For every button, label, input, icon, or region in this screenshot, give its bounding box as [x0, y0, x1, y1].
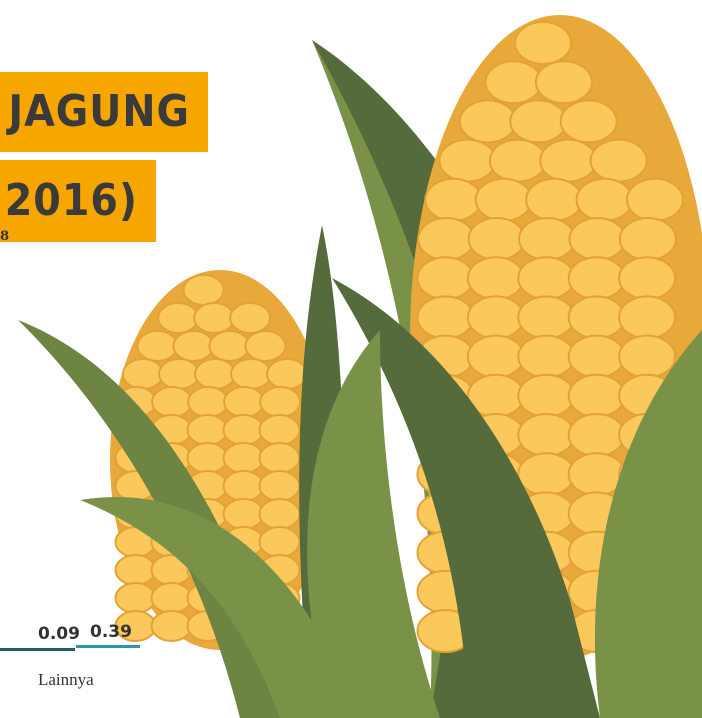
kernel [460, 100, 516, 142]
kernel [159, 359, 199, 389]
title-line: 2016) [5, 179, 138, 223]
kernel [569, 336, 625, 378]
kernel [260, 443, 300, 473]
kernel [518, 375, 574, 417]
text-fragment: 8 [0, 229, 9, 244]
kernel [224, 499, 264, 529]
kernel [540, 140, 596, 182]
kernel [569, 218, 625, 260]
kernel [490, 140, 546, 182]
kernel [224, 387, 264, 417]
kernel [439, 140, 495, 182]
kernel [569, 414, 625, 456]
kernel [224, 415, 264, 445]
kernel [137, 331, 177, 361]
kernel [245, 331, 285, 361]
kernel [418, 257, 474, 299]
kernel [536, 61, 592, 103]
kernel [184, 275, 224, 305]
stat-underline [0, 648, 75, 651]
kernel [188, 387, 228, 417]
kernel [468, 336, 524, 378]
kernel [569, 296, 625, 338]
kernel [425, 179, 481, 221]
kernel [476, 179, 532, 221]
kernel [152, 611, 192, 641]
title-box: 2016) [0, 160, 156, 242]
stat-label: Lainnya [38, 670, 94, 690]
kernel [526, 179, 582, 221]
kernel [469, 218, 525, 260]
kernel [224, 471, 264, 501]
kernel [195, 359, 235, 389]
kernel [260, 499, 300, 529]
kernel [260, 527, 300, 557]
kernel [519, 218, 575, 260]
kernel [209, 331, 249, 361]
kernel [518, 414, 574, 456]
kernel [188, 443, 228, 473]
kernel [152, 387, 192, 417]
kernel [418, 218, 474, 260]
title-line: JAGUNG [8, 90, 190, 134]
kernel [468, 257, 524, 299]
title-box: JAGUNG [0, 72, 208, 152]
kernel [194, 303, 234, 333]
kernel [260, 387, 300, 417]
kernel [231, 359, 271, 389]
kernel [561, 100, 617, 142]
kernel [224, 443, 264, 473]
kernel [468, 296, 524, 338]
kernel [116, 555, 156, 585]
kernel [152, 583, 192, 613]
stat-value: 0.39 [90, 622, 132, 642]
kernel [518, 296, 574, 338]
kernel [510, 100, 566, 142]
kernel [173, 331, 213, 361]
stat-underline [76, 645, 140, 648]
kernel [619, 336, 675, 378]
kernel [518, 257, 574, 299]
kernel [515, 22, 571, 64]
kernel [260, 471, 300, 501]
kernel [518, 453, 574, 495]
stat-value: 0.09 [38, 624, 80, 644]
kernel [620, 218, 676, 260]
kernel [116, 583, 156, 613]
kernel [627, 179, 683, 221]
kernel [569, 257, 625, 299]
kernel [123, 359, 163, 389]
page: JAGUNG 2016) 8 0.09 0.39 Lainnya [0, 0, 702, 718]
kernel [569, 375, 625, 417]
kernel [158, 303, 198, 333]
kernel [267, 359, 307, 389]
kernel [619, 296, 675, 338]
kernel [188, 415, 228, 445]
kernel [619, 257, 675, 299]
kernel [418, 296, 474, 338]
kernel [577, 179, 633, 221]
kernel [518, 336, 574, 378]
kernel [591, 140, 647, 182]
kernel [260, 415, 300, 445]
kernel [230, 303, 270, 333]
kernel [486, 61, 542, 103]
